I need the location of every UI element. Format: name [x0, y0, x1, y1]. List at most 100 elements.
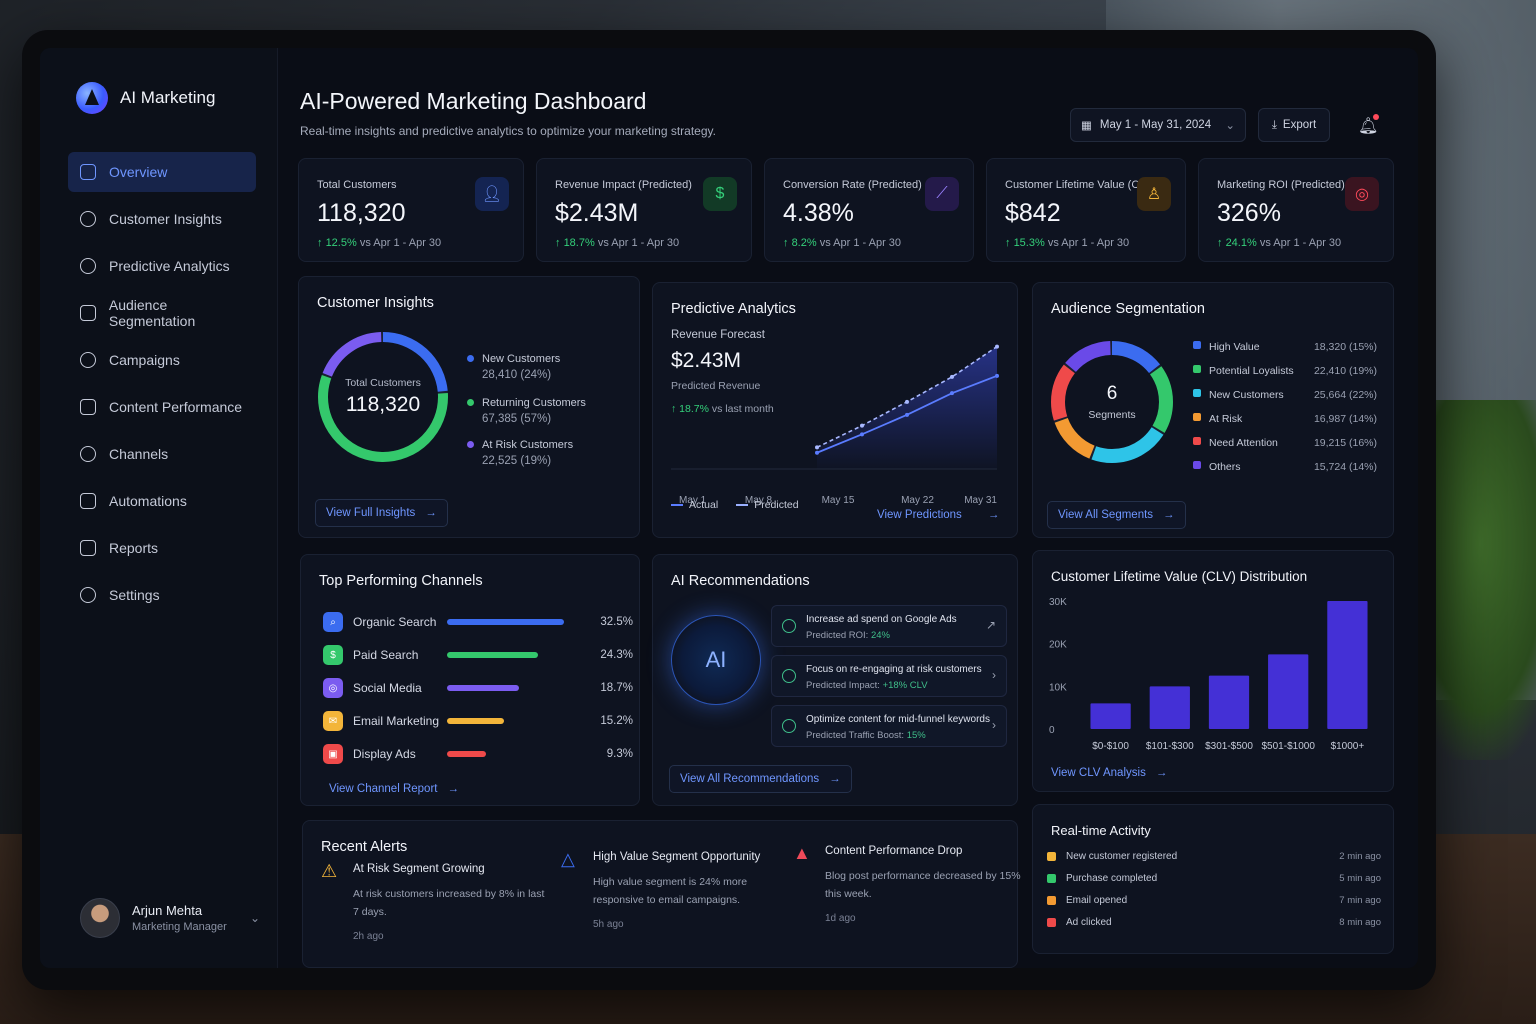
arrow-right-icon: → — [829, 773, 841, 785]
forecast-delta: ↑ 18.7% vs last month — [671, 403, 774, 415]
clv-bar — [1090, 703, 1131, 729]
avatar — [80, 898, 120, 938]
ai-orb-icon: AI — [671, 615, 761, 705]
x-tick-label: May 8 — [745, 495, 773, 506]
predicted-point — [905, 399, 909, 404]
segment-row-others: Others 15,724 (14%) — [1193, 461, 1377, 473]
channel-row-paid-search[interactable]: $ Paid Search 24.3% — [323, 644, 633, 666]
sidebar-item-label: Channels — [109, 446, 169, 462]
person-icon: ♙ — [1137, 177, 1171, 211]
legend-actual: Actual — [671, 499, 718, 511]
kpi-card-revenue-impact[interactable]: Revenue Impact (Predicted) $2.43M ↑ 18.7… — [536, 158, 752, 262]
gear-icon — [80, 587, 96, 603]
sidebar-item-label: Audience Segmentation — [108, 297, 196, 329]
sidebar-item-label: Predictive Analytics — [109, 258, 230, 274]
kpi-label: Customer Lifetime Value (CLV) — [1005, 179, 1156, 191]
realtime-activity-card: Real-time Activity New customer register… — [1032, 804, 1394, 954]
donut-slice — [1051, 341, 1173, 463]
clv-bar — [1268, 654, 1309, 729]
view-channel-report-button[interactable]: View Channel Report → — [329, 783, 459, 795]
view-predictions-button[interactable]: View Predictions → — [877, 509, 1000, 521]
sidebar-item-label: Customer Insights — [109, 211, 222, 227]
view-all-segments-button[interactable]: View All Segments → — [1047, 501, 1186, 529]
card-title: Real-time Activity — [1051, 823, 1151, 838]
sidebar-item-overview[interactable]: Overview — [68, 152, 256, 192]
x-tick-label: $101-$300 — [1146, 741, 1194, 752]
clv-bar — [1208, 675, 1250, 729]
channel-bar — [447, 718, 505, 724]
export-button[interactable]: ⤓ Export — [1258, 108, 1330, 142]
chevron-down-icon: ⌄ — [1225, 120, 1235, 132]
recent-alerts-card: Recent Alerts ⚠ At Risk Segment Growing … — [302, 820, 1021, 968]
sidebar-item-label: Campaigns — [109, 352, 180, 368]
sidebar-item-label: Settings — [109, 587, 160, 603]
kpi-card-conversion-rate[interactable]: Conversion Rate (Predicted) 4.38% ↑ 8.2%… — [764, 158, 974, 262]
reports-icon — [80, 540, 96, 556]
segments-count: 6 — [1106, 383, 1118, 404]
x-tick-label: $0-$100 — [1092, 741, 1129, 752]
kpi-label: Conversion Rate (Predicted) — [783, 179, 922, 191]
predicted-point — [815, 445, 819, 450]
channel-row-email-marketing[interactable]: ✉ Email Marketing 15.2% — [323, 710, 633, 732]
sidebar-item-campaigns[interactable]: Campaigns — [68, 340, 256, 380]
sidebar-item-customer-insights[interactable]: Customer Insights — [68, 199, 256, 239]
brand[interactable]: AI Marketing — [76, 82, 215, 114]
sidebar-item-predictive-analytics[interactable]: Predictive Analytics — [68, 246, 256, 286]
top-channels-card: Top Performing Channels ⌕ Organic Search… — [300, 554, 640, 806]
predicted-point — [995, 344, 999, 349]
donut-slice — [318, 332, 448, 462]
date-range-picker[interactable]: ▦ May 1 - May 31, 2024 ⌄ — [1070, 108, 1246, 142]
card-title: Top Performing Channels — [319, 573, 483, 589]
campaign-icon — [80, 352, 96, 368]
sidebar-item-reports[interactable]: Reports — [68, 528, 256, 568]
recommendation-item[interactable]: Increase ad spend on Google Ads Predicte… — [771, 605, 1007, 647]
channel-row-display-ads[interactable]: ▣ Display Ads 9.3% — [323, 743, 633, 765]
x-tick-label: $301-$500 — [1205, 741, 1253, 752]
calendar-icon: ▦ — [1081, 120, 1092, 132]
kpi-value: 4.38% — [783, 199, 854, 227]
activity-item: Purchase completed 5 min ago — [1047, 869, 1381, 887]
warning-icon: ⚠ — [321, 861, 338, 881]
sidebar-item-settings[interactable]: Settings — [68, 575, 256, 615]
email-icon: ✉ — [323, 711, 343, 731]
user-profile[interactable]: Arjun Mehta Marketing Manager ⌄ — [80, 898, 260, 938]
user-icon: 👤︎ — [475, 177, 509, 211]
clv-bar-chart: 30K 20K 10K 0 $0-$100 $101-$300 $301-$500 $501-… — [1049, 597, 1368, 752]
channel-row-organic-search[interactable]: ⌕ Organic Search 32.5% — [323, 611, 633, 633]
sidebar-nav: Overview Customer Insights Predictive An… — [68, 152, 256, 622]
user-icon — [1047, 851, 1056, 861]
channel-bar — [447, 652, 538, 658]
donut-slice — [1051, 341, 1173, 463]
kpi-card-total-customers[interactable]: Total Customers 118,320 ↑ 12.5% vs Apr 1… — [298, 158, 524, 262]
kpi-card-marketing-roi[interactable]: Marketing ROI (Predicted) 326% ↑ 24.1% v… — [1198, 158, 1394, 262]
channel-bar — [447, 751, 486, 757]
kpi-delta: ↑ 8.2% vs Apr 1 - Apr 30 — [783, 237, 902, 249]
view-full-insights-button[interactable]: View Full Insights → — [315, 499, 448, 527]
chevron-down-icon[interactable]: ⌄ — [249, 911, 260, 925]
arrow-right-icon: → — [1155, 767, 1168, 779]
sidebar-item-label: Content Performance — [109, 399, 243, 415]
clv-bar — [1149, 686, 1190, 729]
sidebar-item-audience-segmentation[interactable]: Audience Segmentation — [68, 293, 256, 333]
segment-row-at-risk: At Risk 16,987 (14%) — [1193, 413, 1377, 425]
kpi-card-clv[interactable]: Customer Lifetime Value (CLV) $842 ↑ 15.… — [986, 158, 1186, 262]
sidebar-item-label: Overview — [109, 164, 168, 180]
channels-icon — [80, 446, 96, 462]
x-tick-label: $501-$1000 — [1262, 741, 1316, 752]
ai-recommendations-card: AI Recommendations AI Increase ad spend … — [652, 554, 1018, 806]
customer-insights-card: Customer Insights Total Customers 118,32… — [298, 276, 640, 538]
recommendation-item[interactable]: Optimize content for mid-funnel keywords… — [771, 705, 1007, 747]
activity-item: Ad clicked 8 min ago — [1047, 913, 1381, 931]
sidebar-item-content-performance[interactable]: Content Performance — [68, 387, 256, 427]
sidebar-item-automations[interactable]: Automations — [68, 481, 256, 521]
sidebar-item-channels[interactable]: Channels — [68, 434, 256, 474]
predictive-analytics-card: Predictive Analytics Revenue Forecast $2… — [652, 282, 1018, 538]
user-icon — [782, 619, 796, 633]
recommendation-item[interactable]: Focus on re-engaging at risk customers P… — [771, 655, 1007, 697]
view-all-recommendations-button[interactable]: View All Recommendations → — [669, 765, 852, 793]
view-clv-analysis-button[interactable]: View CLV Analysis → — [1051, 767, 1168, 779]
channel-row-social-media[interactable]: ◎ Social Media 18.7% — [323, 677, 633, 699]
bell-icon[interactable]: 🔔︎ — [1358, 118, 1379, 135]
clv-bar — [1327, 601, 1368, 729]
segment-row-need-attention: Need Attention 19,215 (16%) — [1193, 437, 1377, 449]
